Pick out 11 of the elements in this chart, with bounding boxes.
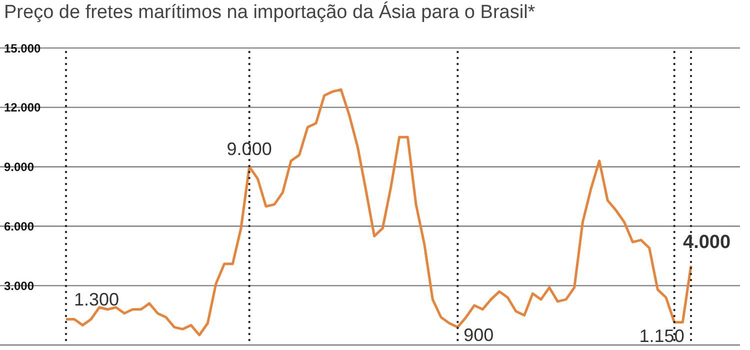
data-label: 1.150 bbox=[639, 326, 684, 346]
y-tick-label: 9.000 bbox=[4, 160, 34, 174]
y-tick-label: 15.000 bbox=[4, 41, 42, 56]
chart-title: Preço de fretes marítimos na importação da Ásia para o Brasil* bbox=[3, 0, 536, 25]
y-tick-label: 3.000 bbox=[4, 278, 34, 293]
data-label: 900 bbox=[464, 325, 494, 346]
data-label: 4.000 bbox=[683, 232, 731, 253]
y-tick-label: 6.000 bbox=[4, 219, 34, 234]
y-tick-label: 12.000 bbox=[4, 100, 42, 115]
data-label: 1.300 bbox=[74, 289, 120, 310]
data-label: 9.000 bbox=[226, 138, 272, 159]
